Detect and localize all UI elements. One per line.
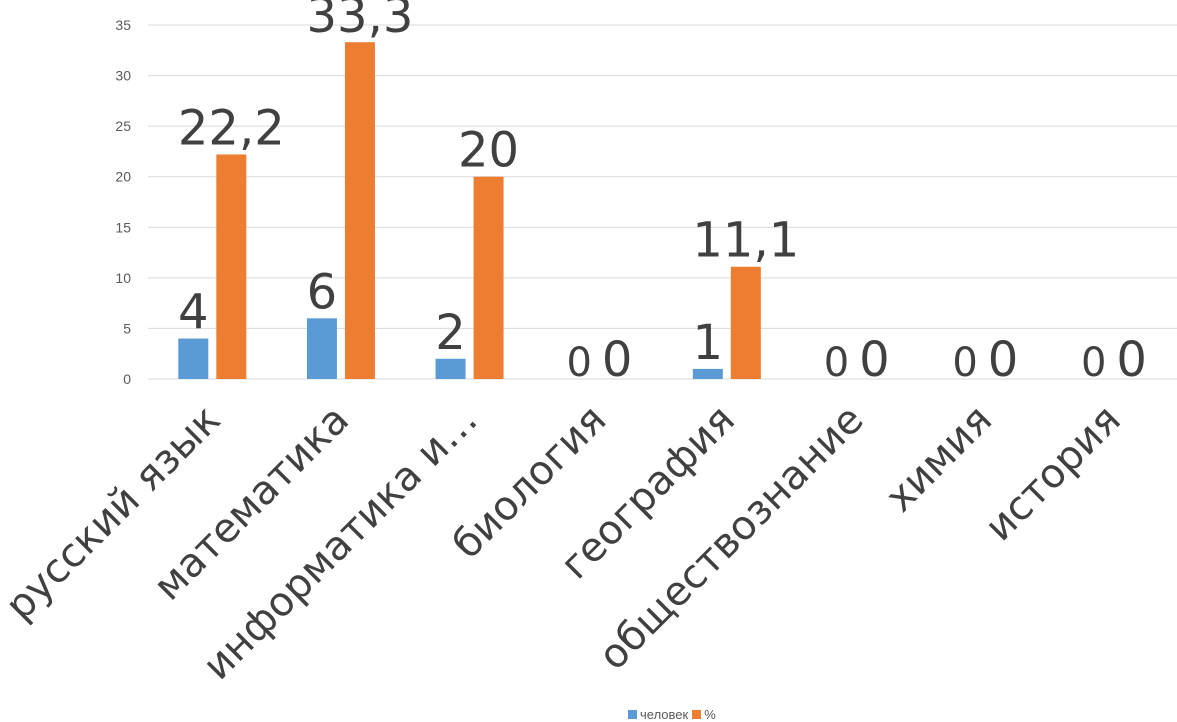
data-label: 22,2 [178,100,285,156]
x-tick-label: русский язык [0,397,229,630]
data-label: 0 [1116,332,1147,388]
data-label: 0 [952,340,977,386]
legend-swatch-series-1 [628,709,637,719]
legend-item-series-2: % [692,707,716,722]
y-tick-label: 5 [123,320,131,336]
data-label: 11,1 [692,213,799,269]
bar-series-2 [344,42,375,380]
bar-series-2 [473,176,504,379]
data-label: 20 [458,123,519,179]
legend-item-series-1: человек [628,707,688,722]
bars [178,42,761,380]
y-tick-label: 20 [115,169,131,185]
bar-series-1 [435,358,466,379]
data-label: 4 [178,285,209,341]
data-label: 0 [988,332,1019,388]
y-tick-label: 15 [115,219,131,235]
bar-series-1 [178,338,209,379]
y-tick-label: 0 [123,371,131,387]
y-tick-label: 25 [115,118,131,134]
data-label: 0 [566,340,591,386]
legend-swatch-series-2 [692,709,702,719]
bar-series-2 [730,266,761,379]
data-label: 6 [307,264,338,320]
legend-label-series-2: % [704,706,716,722]
y-tick-label: 35 [115,17,131,33]
x-tick-label: химия [877,397,1001,521]
y-tick-label: 10 [115,270,131,286]
data-label: 2 [435,305,466,361]
y-tick-label: 30 [115,68,131,84]
data-label: 1 [693,315,724,371]
legend: человек % [628,706,720,722]
data-label: 0 [824,340,849,386]
data-label: 33,3 [307,0,414,44]
x-tick-label: история [976,397,1130,551]
bar-series-2 [216,154,247,379]
data-label: 0 [602,332,633,388]
data-label: 0 [1081,340,1106,386]
bar-series-1 [306,318,337,379]
bar-series-1 [692,368,723,379]
y-axis: 0 5 10 15 20 25 30 35 [115,17,131,387]
legend-label-series-1: человек [640,706,689,722]
gridlines [148,24,1177,380]
data-label: 0 [859,332,890,388]
